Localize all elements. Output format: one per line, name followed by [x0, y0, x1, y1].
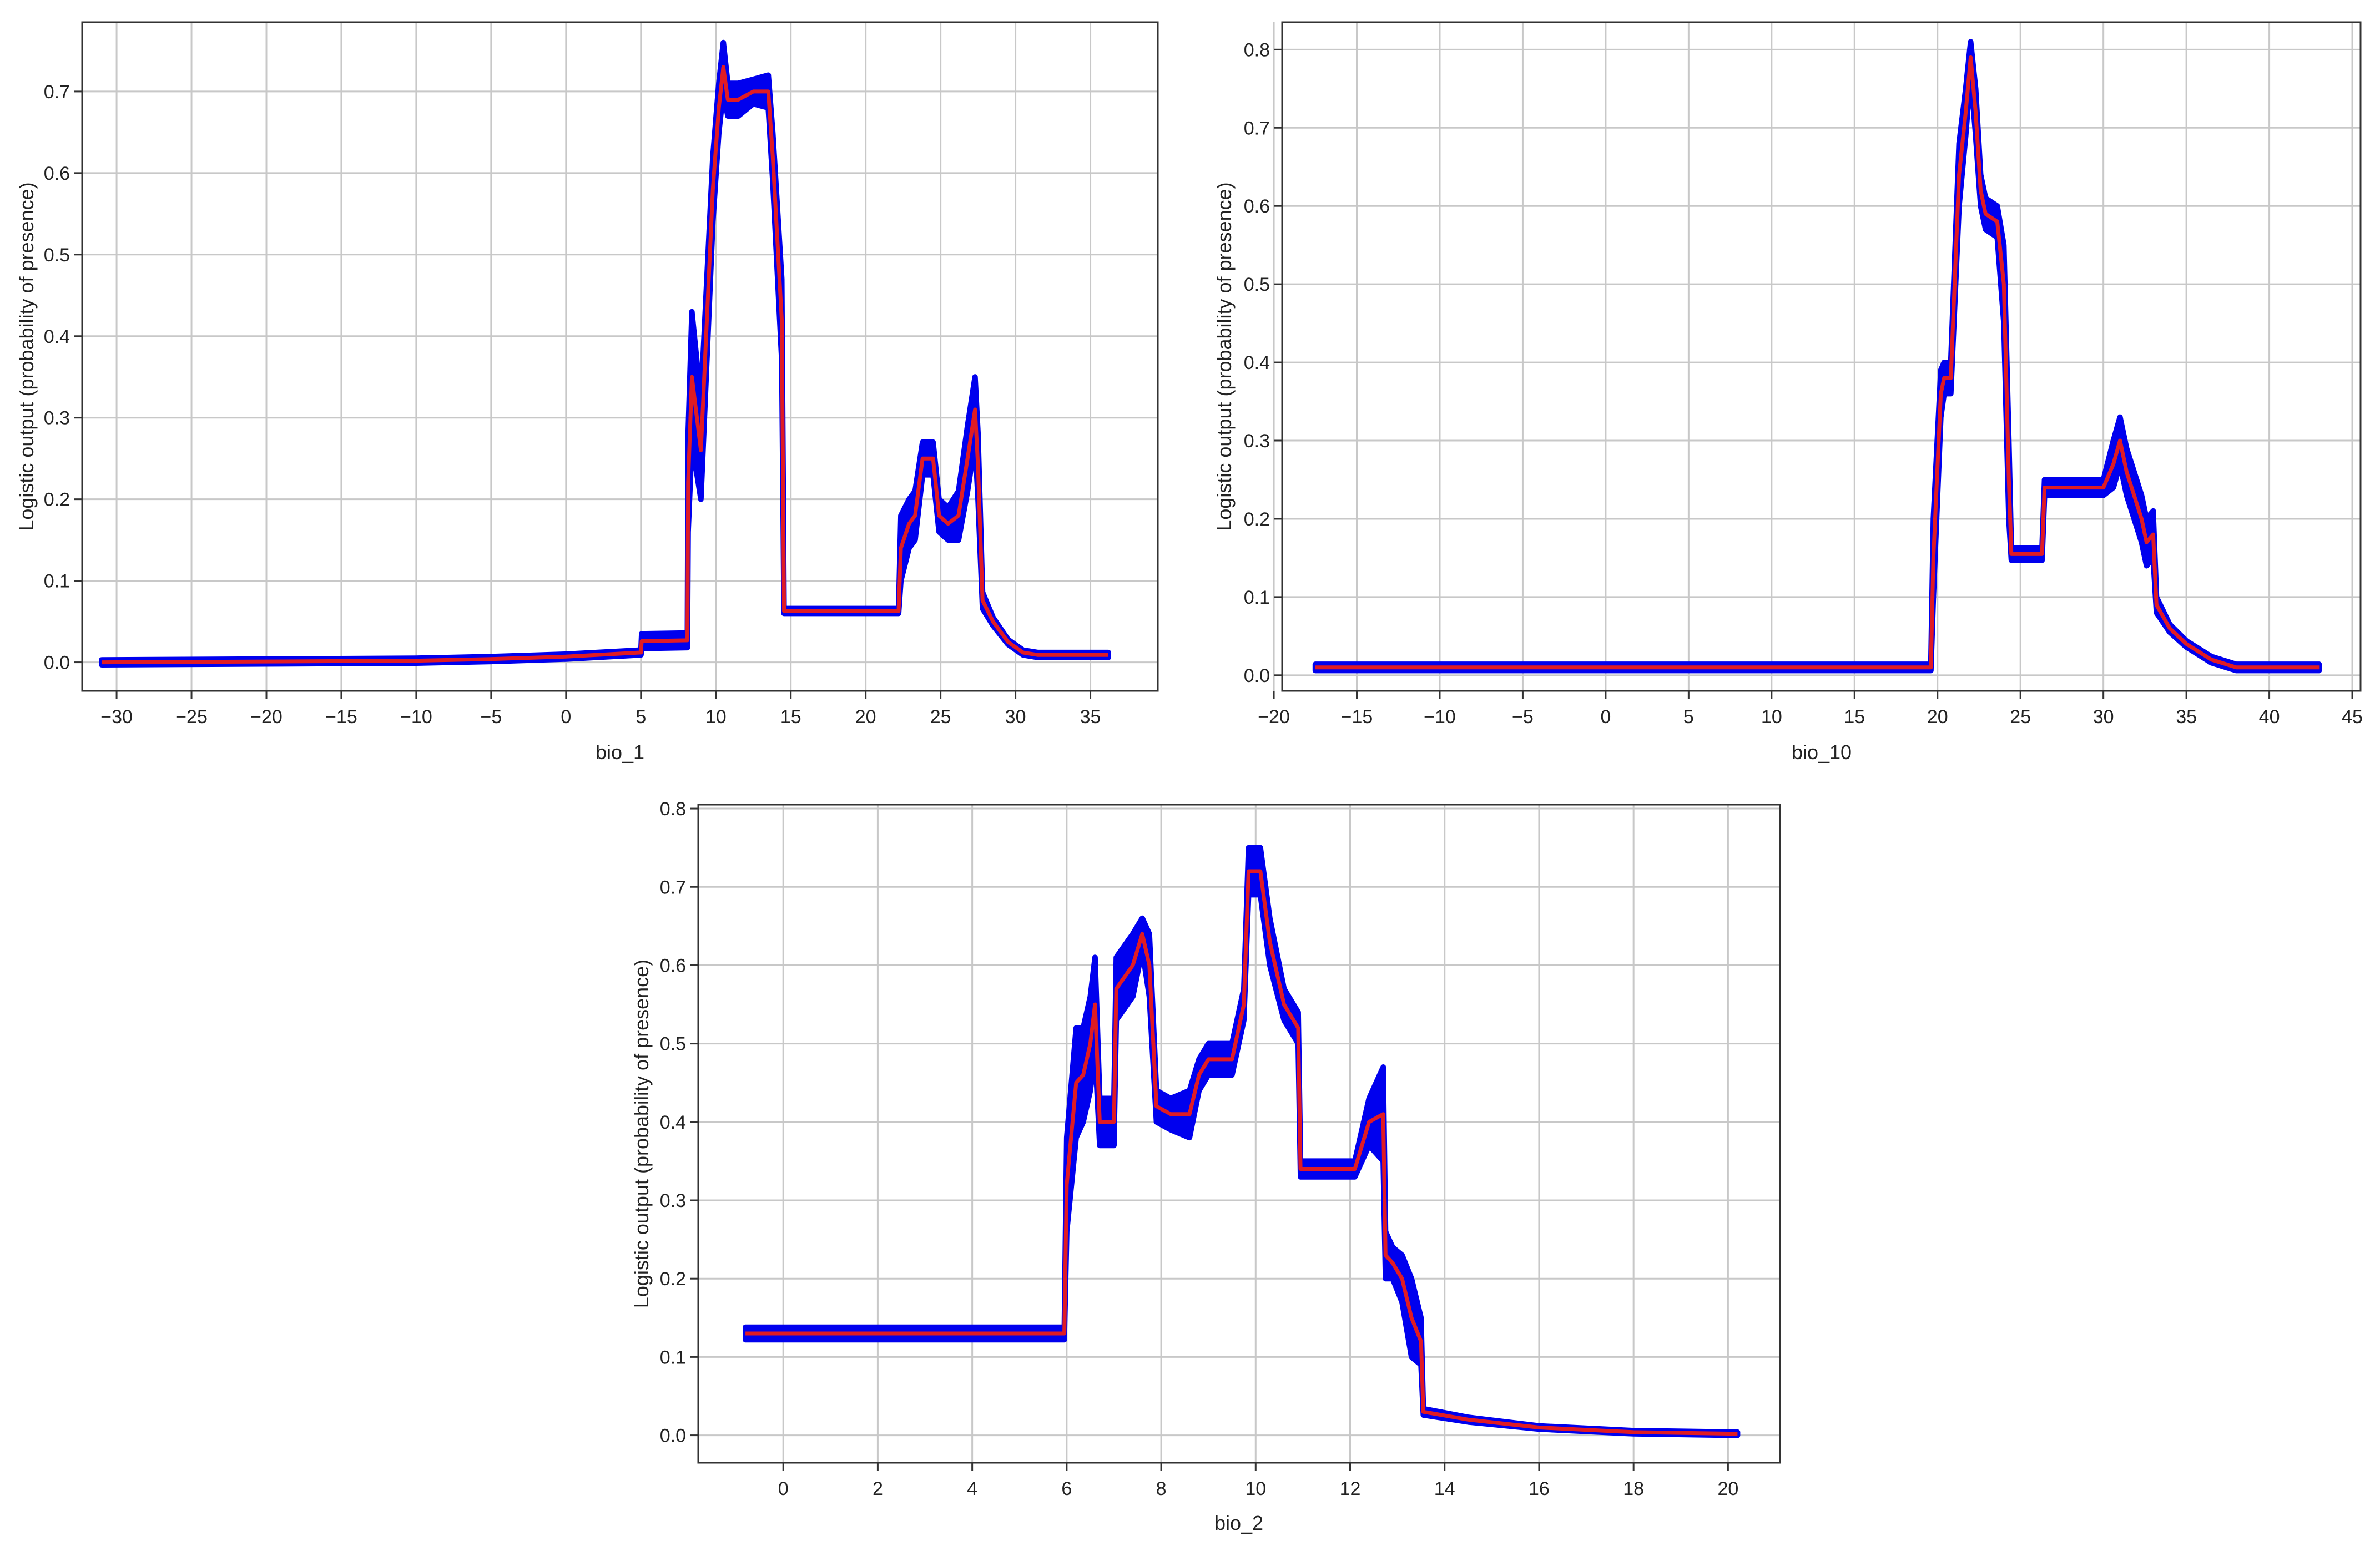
- x-tick-label: 45: [2342, 706, 2363, 727]
- series-0-mean-line: [1315, 55, 2320, 670]
- y-tick-label: 0.0: [44, 653, 70, 674]
- x-tick-label: 6: [1061, 1478, 1072, 1499]
- y-tick-label: 0.4: [1244, 352, 1270, 373]
- x-tick-label: −30: [100, 706, 133, 727]
- x-tick-label: 16: [1529, 1478, 1550, 1499]
- x-tick-label: 35: [1080, 706, 1101, 727]
- x-axis-label: bio_1: [596, 741, 644, 764]
- y-axis-label: Logistic output (probability of presence…: [15, 182, 38, 531]
- x-tick-label: 20: [1927, 706, 1948, 727]
- x-tick-label: 2: [873, 1478, 883, 1499]
- y-tick-label: 0.8: [1244, 39, 1270, 60]
- x-tick-label: 8: [1156, 1478, 1167, 1499]
- x-tick-label: −10: [400, 706, 432, 727]
- x-tick-label: 0: [778, 1478, 789, 1499]
- y-tick-label: 0.3: [1244, 431, 1270, 452]
- x-tick-label: 35: [2176, 706, 2197, 727]
- x-tick-label: 0: [1600, 706, 1611, 727]
- x-tick-label: 5: [1683, 706, 1694, 727]
- y-tick-label: 0.2: [1244, 509, 1270, 530]
- y-tick-label: 0.4: [660, 1112, 686, 1133]
- y-axis-label: Logistic output (probability of presence…: [630, 959, 653, 1308]
- plot-frame: [697, 804, 1781, 1464]
- x-tick-label: −10: [1424, 706, 1456, 727]
- y-tick-label: 0.3: [44, 408, 70, 429]
- x-tick-label: 10: [1761, 706, 1782, 727]
- x-tick-label: −5: [1512, 706, 1534, 727]
- y-tick-label: 0.0: [660, 1426, 686, 1447]
- chart-panel-bio_10: −20 −15 −10 −5 0 5 10 15 20 25 30 35 40 45 0.0 0.1 0.2 0.…: [1213, 21, 2363, 764]
- y-tick-label: 0.1: [44, 571, 70, 592]
- y-tick-label: 0.1: [1244, 587, 1270, 608]
- y-tick-label: 0.1: [660, 1347, 686, 1368]
- series-0-mean-line: [102, 65, 1108, 665]
- y-tick-label: 0.5: [1244, 274, 1270, 295]
- y-axis-label: Logistic output (probability of presence…: [1213, 182, 1236, 531]
- y-tick-label: 0.8: [660, 799, 686, 820]
- x-tick-label: −15: [1341, 706, 1373, 727]
- x-axis-label: bio_2: [1214, 1512, 1263, 1534]
- x-tick-label: 25: [930, 706, 951, 727]
- y-tick-label: 0.6: [660, 955, 686, 976]
- x-tick-label: 10: [1245, 1478, 1266, 1499]
- y-tick-label: 0.7: [1244, 118, 1270, 139]
- x-tick-label: 18: [1623, 1478, 1644, 1499]
- y-tick-label: 0.2: [44, 489, 70, 511]
- x-tick-label: 15: [780, 706, 801, 727]
- y-tick-label: 0.0: [1244, 665, 1270, 686]
- x-tick-label: −5: [480, 706, 502, 727]
- chart-panel-bio_2: 0 2 4 6 8 10 12 14 16 18 20 0.0 0.1 0.2 0.3 0.4 0.5 0.6 0.…: [630, 799, 1781, 1534]
- x-tick-label: 12: [1340, 1478, 1361, 1499]
- y-tick-label: 0.5: [44, 245, 70, 266]
- x-tick-label: 0: [561, 706, 571, 727]
- y-tick-label: 0.6: [44, 163, 70, 184]
- x-tick-label: 5: [636, 706, 646, 727]
- series-0-confidence-band: [1312, 39, 2322, 674]
- series-0-mean-line: [745, 869, 1738, 1436]
- chart-panel-bio_1: −30 −25 −20 −15 −10 −5 0 5 10 15 20 25 30 35 0.0 0.1 0.2…: [15, 21, 1159, 764]
- x-tick-label: 4: [967, 1478, 977, 1499]
- y-tick-label: 0.6: [1244, 196, 1270, 217]
- series-0-confidence-band: [743, 845, 1741, 1438]
- y-tick-label: 0.7: [660, 877, 686, 898]
- y-tick-label: 0.4: [44, 326, 70, 347]
- y-tick-label: 0.3: [660, 1190, 686, 1211]
- y-tick-label: 0.7: [44, 82, 70, 103]
- x-tick-label: −15: [325, 706, 357, 727]
- x-tick-label: 20: [1717, 1478, 1738, 1499]
- x-tick-label: 30: [2093, 706, 2114, 727]
- x-tick-label: −25: [175, 706, 208, 727]
- plot-frame: [1281, 21, 2362, 692]
- x-tick-label: 15: [1844, 706, 1865, 727]
- series-0-confidence-band: [99, 39, 1111, 668]
- x-tick-label: 40: [2259, 706, 2280, 727]
- x-tick-label: 10: [705, 706, 727, 727]
- x-tick-label: 25: [2010, 706, 2031, 727]
- plot-frame: [81, 21, 1159, 692]
- x-tick-label: 14: [1434, 1478, 1455, 1499]
- x-tick-label: 20: [855, 706, 876, 727]
- x-tick-label: −20: [1258, 706, 1290, 727]
- x-tick-label: −20: [250, 706, 283, 727]
- x-axis-label: bio_10: [1792, 741, 1852, 764]
- y-tick-label: 0.2: [660, 1269, 686, 1290]
- y-tick-label: 0.5: [660, 1034, 686, 1055]
- x-tick-label: 30: [1005, 706, 1026, 727]
